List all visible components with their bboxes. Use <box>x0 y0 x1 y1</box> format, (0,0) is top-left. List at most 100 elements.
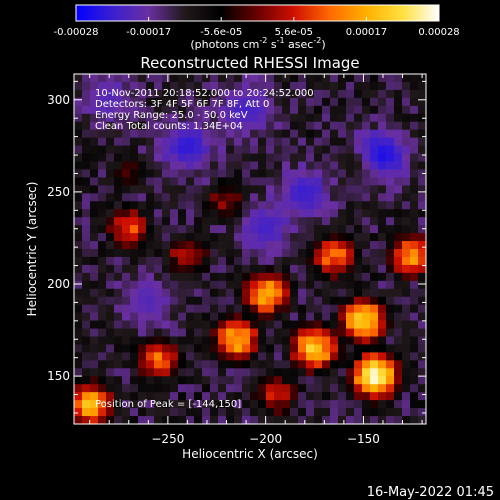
heatmap-cell <box>298 145 307 155</box>
heatmap-cell <box>146 400 155 409</box>
heatmap-cell <box>178 272 187 282</box>
heatmap-cell <box>418 344 427 353</box>
heatmap-cell <box>98 177 107 186</box>
heatmap-cell <box>210 336 219 346</box>
heatmap-cell <box>282 256 291 266</box>
heatmap-cell <box>226 360 235 369</box>
heatmap-cell <box>98 384 107 393</box>
heatmap-cell <box>114 249 123 258</box>
heatmap-cell <box>90 304 99 314</box>
heatmap-cell <box>298 193 307 202</box>
heatmap-cell <box>338 105 347 115</box>
heatmap-cell <box>282 145 291 155</box>
heatmap-cell <box>258 217 267 226</box>
heatmap-cell <box>242 201 251 210</box>
heatmap-cell <box>386 161 395 171</box>
heatmap-cell <box>258 97 267 107</box>
heatmap-cell <box>346 296 355 306</box>
heatmap-cell <box>402 105 411 115</box>
heatmap-cell <box>226 129 235 139</box>
heatmap-cell <box>186 201 195 210</box>
heatmap-cell <box>146 217 155 226</box>
heatmap-cell <box>242 384 251 393</box>
heatmap-cell <box>330 145 339 155</box>
heatmap-cell <box>346 392 355 401</box>
heatmap-cell <box>274 193 283 202</box>
heatmap-cell <box>234 74 243 83</box>
heatmap-cell <box>258 121 267 131</box>
heatmap-cell <box>322 217 331 226</box>
y-axis-label: Heliocentric Y (arcsec) <box>25 182 39 317</box>
heatmap-cell <box>114 161 123 171</box>
heatmap-cell <box>194 97 203 107</box>
y-tick-label: 150 <box>47 369 70 383</box>
heatmap-cell <box>402 272 411 282</box>
heatmap-cell <box>290 272 299 282</box>
heatmap-cell <box>314 296 323 306</box>
heatmap-cell <box>202 209 211 218</box>
heatmap-cell <box>354 177 363 186</box>
heatmap-cell <box>106 249 115 258</box>
heatmap-cell <box>82 89 91 99</box>
heatmap-cell <box>122 89 131 99</box>
heatmap-cell <box>82 153 91 163</box>
heatmap-cell <box>394 384 403 393</box>
heatmap-cell <box>218 201 227 210</box>
heatmap-cell <box>298 217 307 226</box>
heatmap-cell <box>298 209 307 218</box>
heatmap-cell <box>162 416 171 425</box>
heatmap-cell <box>330 280 339 290</box>
heatmap-cell <box>282 153 291 163</box>
heatmap-cell <box>258 256 267 266</box>
heatmap-cell <box>258 336 267 346</box>
heatmap-cell <box>338 312 347 322</box>
heatmap-cell <box>410 97 419 107</box>
heatmap-cell <box>362 241 371 250</box>
heatmap-cell <box>154 113 163 123</box>
heatmap-cell <box>386 304 395 314</box>
heatmap-cell <box>234 161 243 171</box>
heatmap-cell <box>362 217 371 226</box>
heatmap-cell <box>74 193 83 202</box>
heatmap-cell <box>370 201 379 210</box>
heatmap-cell <box>306 336 315 346</box>
heatmap-cell <box>346 161 355 171</box>
heatmap-cell <box>402 288 411 298</box>
heatmap-cell <box>314 81 323 91</box>
heatmap-cell <box>202 81 211 91</box>
heatmap-cell <box>202 392 211 401</box>
heatmap-cell <box>162 288 171 298</box>
heatmap-cell <box>410 105 419 115</box>
heatmap-cell <box>234 304 243 314</box>
heatmap-cell <box>178 177 187 186</box>
heatmap-cell <box>378 312 387 322</box>
heatmap-cell <box>122 209 131 218</box>
heatmap-cell <box>114 320 123 330</box>
heatmap-cell <box>162 193 171 202</box>
heatmap-cell <box>178 312 187 322</box>
heatmap-cell <box>146 360 155 369</box>
heatmap-cell <box>402 225 411 234</box>
heatmap-cell <box>410 249 419 258</box>
heatmap-cell <box>370 233 379 242</box>
heatmap-cell <box>266 408 275 417</box>
heatmap-cell <box>402 185 411 194</box>
heatmap-cell <box>210 185 219 194</box>
annotations: 10-Nov-2011 20:18:52.000 to 20:24:52.000… <box>95 88 314 132</box>
heatmap-cell <box>130 249 139 258</box>
heatmap-cell <box>290 121 299 131</box>
heatmap-cell <box>226 304 235 314</box>
heatmap-cell <box>98 169 107 178</box>
heatmap-cell <box>362 74 371 83</box>
heatmap-cell <box>170 249 179 258</box>
heatmap-cell <box>290 97 299 107</box>
heatmap-cell <box>210 280 219 290</box>
heatmap-cell <box>106 376 115 385</box>
heatmap-cell <box>82 272 91 282</box>
heatmap-cell <box>410 225 419 234</box>
heatmap-cell <box>378 129 387 139</box>
heatmap-cell <box>114 201 123 210</box>
heatmap-cell <box>274 177 283 186</box>
heatmap-cell <box>74 384 83 393</box>
heatmap-cell <box>242 272 251 282</box>
